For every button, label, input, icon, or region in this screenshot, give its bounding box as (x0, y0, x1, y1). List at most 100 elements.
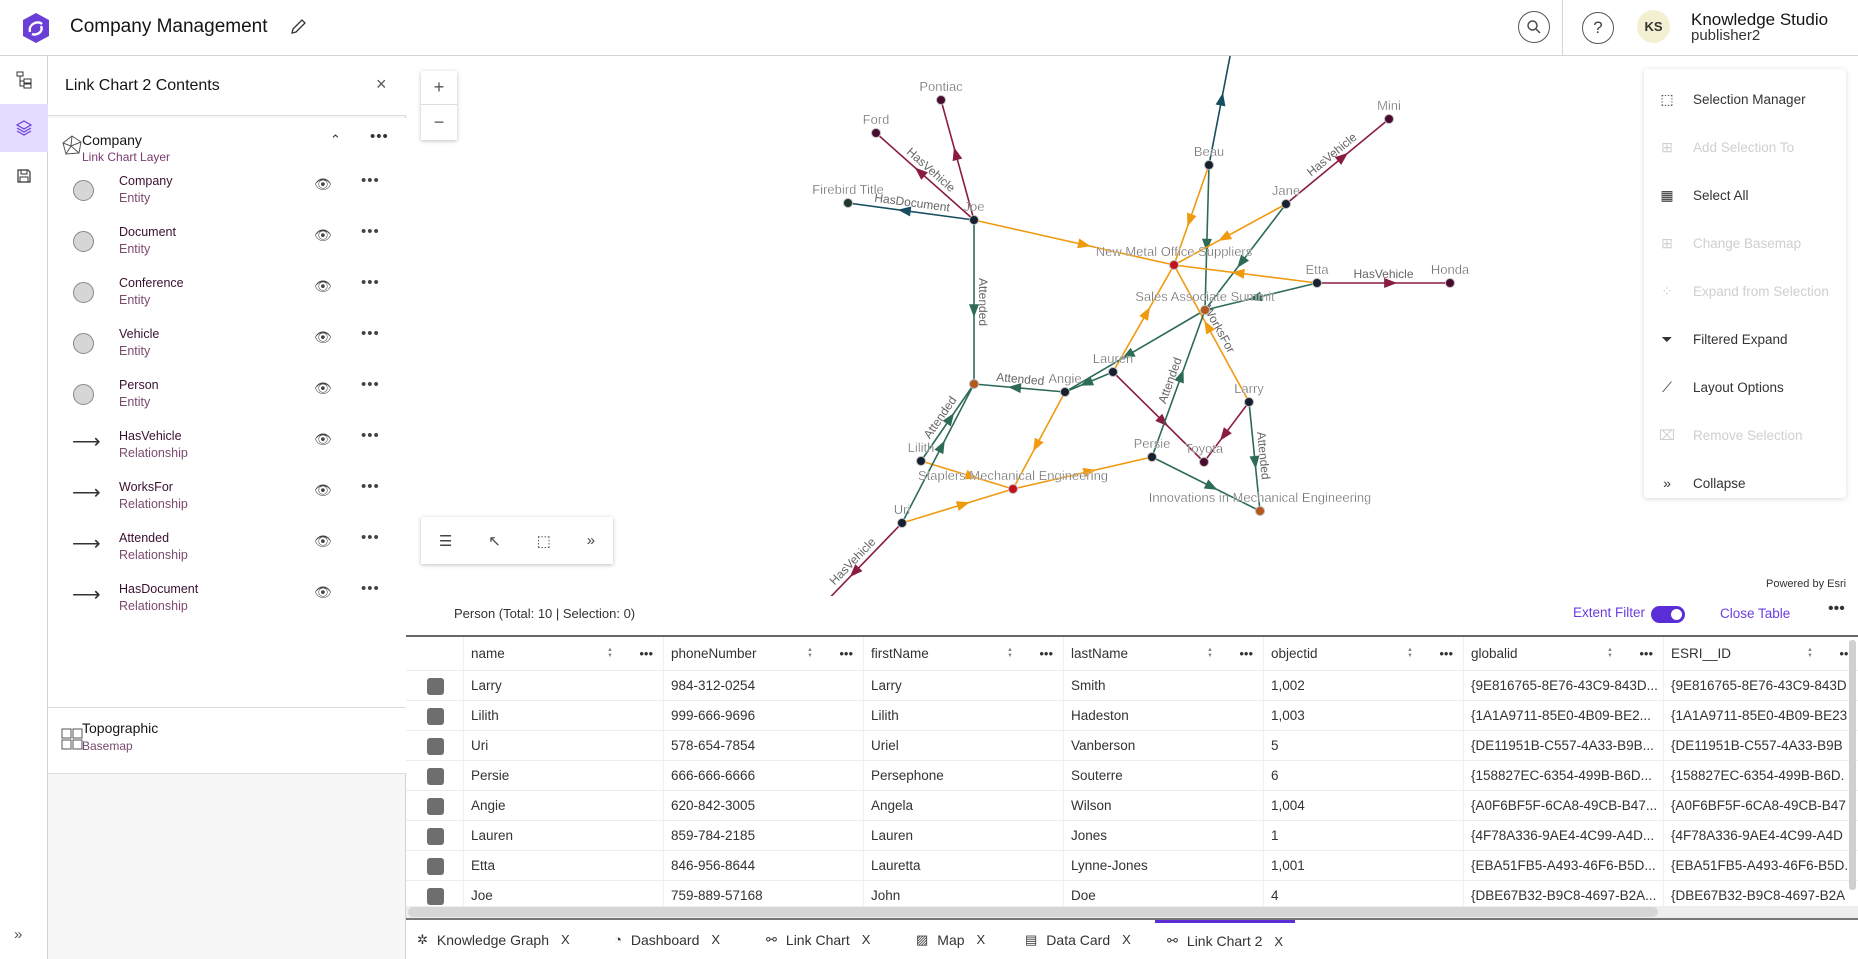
edge-worksfor[interactable] (1012, 456, 1153, 490)
column-more-button[interactable]: ••• (1039, 646, 1053, 661)
select-area-icon[interactable]: ⬚ (536, 532, 551, 550)
row-select-checkbox[interactable] (427, 858, 444, 875)
expand-tools-icon[interactable]: » (586, 532, 596, 549)
visibility-eye-icon[interactable]: 👁 (314, 380, 332, 396)
menu-item-collapse[interactable]: » Collapse (1644, 459, 1846, 507)
search-button[interactable] (1518, 11, 1550, 43)
visibility-eye-icon[interactable]: 👁 (314, 533, 332, 549)
edge-attended[interactable] (1201, 164, 1212, 311)
column-more-button[interactable]: ••• (639, 646, 653, 661)
layer-sublayer-company[interactable]: Company Entity 👁 ••• (48, 170, 406, 221)
user-name[interactable]: Knowledge Studio (1691, 10, 1829, 29)
visibility-eye-icon[interactable]: 👁 (314, 278, 332, 294)
column-header-name[interactable]: name ▲▼ ••• (463, 637, 663, 671)
row-select-checkbox[interactable] (427, 678, 444, 695)
layer-sublayer-hasvehicle[interactable]: ⟶ HasVehicle Relationship 👁 ••• (48, 425, 406, 476)
table-vertical-scrollbar[interactable] (1849, 640, 1856, 890)
column-header-lastname[interactable]: lastName ▲▼ ••• (1063, 637, 1263, 671)
sublayer-more-button[interactable]: ••• (361, 172, 380, 189)
row-select-checkbox[interactable] (427, 738, 444, 755)
link-chart-canvas[interactable]: HasVehicle HasDocument Attended HasVehicle H… (406, 56, 1858, 596)
menu-item-layout-options[interactable]: ⟋ Layout Options (1644, 363, 1846, 411)
zoom-out-button[interactable]: − (433, 111, 445, 132)
sort-icon[interactable]: ▲▼ (1207, 647, 1213, 659)
tab-dashboard[interactable]: ◔ Dashboard X (614, 920, 720, 959)
edge-hasvehicle[interactable]: HasVehicle (816, 522, 903, 596)
layer-sublayer-hasdocument[interactable]: ⟶ HasDocument Relationship 👁 ••• (48, 578, 406, 629)
expand-rail-icon[interactable]: » (14, 926, 23, 943)
node-vehicle[interactable]: Mini (1377, 98, 1401, 124)
layer-more-button[interactable]: ••• (370, 128, 389, 145)
node-person[interactable]: Persie (1133, 436, 1171, 462)
node-vehicle[interactable]: Pontiac (919, 79, 963, 105)
column-header-globalid[interactable]: globalid ▲▼ ••• (1463, 637, 1663, 671)
table-more-button[interactable]: ••• (1828, 600, 1845, 617)
node-vehicle[interactable]: Toyota (1185, 441, 1224, 467)
node-person[interactable]: Joe (963, 199, 985, 225)
column-header-objectid[interactable]: objectid ▲▼ ••• (1263, 637, 1463, 671)
tab-link-chart[interactable]: ⚯ Link Chart X (766, 920, 870, 959)
table-row[interactable]: Lauren 859-784-2185 Lauren Jones 1 {4F78A336-… (406, 821, 1858, 851)
node-vehicle[interactable]: Ford (862, 112, 890, 138)
avatar[interactable]: KS (1637, 10, 1670, 43)
edge-worksfor[interactable] (1173, 264, 1318, 284)
node-company[interactable]: New Metal Office Suppliers (1096, 244, 1253, 270)
column-more-button[interactable]: ••• (839, 646, 853, 661)
edge-worksfor[interactable] (1173, 164, 1210, 266)
node-conference[interactable]: Sales Associate Summit (1135, 289, 1275, 315)
link-chart-graph[interactable]: HasVehicleHasDocumentAttendedHasVehicleH… (406, 56, 1858, 596)
edge-worksfor[interactable] (1112, 264, 1175, 373)
visibility-eye-icon[interactable]: 👁 (314, 584, 332, 600)
edge-hasvehicle[interactable]: HasVehicle (1317, 267, 1450, 288)
menu-item-filtered-expand[interactable]: ⏷ Filtered Expand (1644, 315, 1846, 363)
close-icon[interactable]: × (376, 74, 387, 94)
node-person[interactable]: Jane (1272, 183, 1300, 209)
close-table-button[interactable]: Close Table (1720, 606, 1791, 621)
visibility-eye-icon[interactable]: 👁 (314, 431, 332, 447)
column-header-phonenumber[interactable]: phoneNumber ▲▼ ••• (663, 637, 863, 671)
sublayer-more-button[interactable]: ••• (361, 274, 380, 291)
edge-attended[interactable] (1064, 371, 1114, 393)
node-person[interactable]: Lilith (907, 440, 935, 466)
edge-hasvehicle[interactable] (1203, 401, 1250, 463)
edge-attended[interactable] (1151, 456, 1261, 512)
edge-attended[interactable] (1204, 203, 1287, 311)
node-person[interactable]: Etta (1305, 262, 1329, 288)
tab-knowledge-graph[interactable]: ✲ Knowledge Graph X (417, 920, 570, 959)
node-person[interactable]: Lauren (1093, 351, 1133, 377)
node-person[interactable]: Larry (1234, 381, 1264, 407)
row-select-checkbox[interactable] (427, 828, 444, 845)
sublayer-more-button[interactable]: ••• (361, 427, 380, 444)
sort-icon[interactable]: ▲▼ (807, 647, 813, 659)
tab-close-button[interactable]: X (560, 932, 570, 947)
sublayer-more-button[interactable]: ••• (361, 580, 380, 597)
sort-icon[interactable]: ▲▼ (1407, 647, 1413, 659)
menu-item-selection-manager[interactable]: ⬚ Selection Manager (1644, 75, 1846, 123)
row-select-checkbox[interactable] (427, 888, 444, 905)
column-more-button[interactable]: ••• (1239, 646, 1253, 661)
tab-link-chart-2[interactable]: ⚯ Link Chart 2 X (1155, 920, 1296, 959)
collapse-chevron-icon[interactable]: ⌃ (330, 132, 341, 147)
tab-close-button[interactable]: X (976, 932, 986, 947)
tab-close-button[interactable]: X (711, 932, 721, 947)
help-button[interactable]: ? (1582, 12, 1614, 44)
sort-icon[interactable]: ▲▼ (1607, 647, 1613, 659)
visibility-eye-icon[interactable]: 👁 (314, 176, 332, 192)
edge-worksfor[interactable] (901, 488, 1014, 524)
table-horizontal-scrollbar[interactable] (406, 906, 1858, 918)
edge-attended[interactable]: Attended (969, 220, 990, 384)
row-select-checkbox[interactable] (427, 798, 444, 815)
row-select-checkbox[interactable] (427, 708, 444, 725)
tab-close-button[interactable]: X (1122, 932, 1131, 947)
edge-attended[interactable] (1204, 282, 1318, 311)
edge-worksfor[interactable] (1012, 391, 1066, 490)
edge-attended[interactable]: Attended (1248, 401, 1273, 512)
rail-hierarchy-button[interactable] (0, 56, 48, 104)
layer-sublayer-worksfor[interactable]: ⟶ WorksFor Relationship 👁 ••• (48, 476, 406, 527)
edge-worksfor[interactable] (1173, 203, 1287, 266)
layer-sublayer-person[interactable]: Person Entity 👁 ••• (48, 374, 406, 425)
edge-worksfor[interactable] (973, 219, 1175, 266)
edge-attended[interactable]: Attended (973, 370, 1066, 394)
edge-attended[interactable] (1064, 309, 1206, 393)
column-header-firstname[interactable]: firstName ▲▼ ••• (863, 637, 1063, 671)
